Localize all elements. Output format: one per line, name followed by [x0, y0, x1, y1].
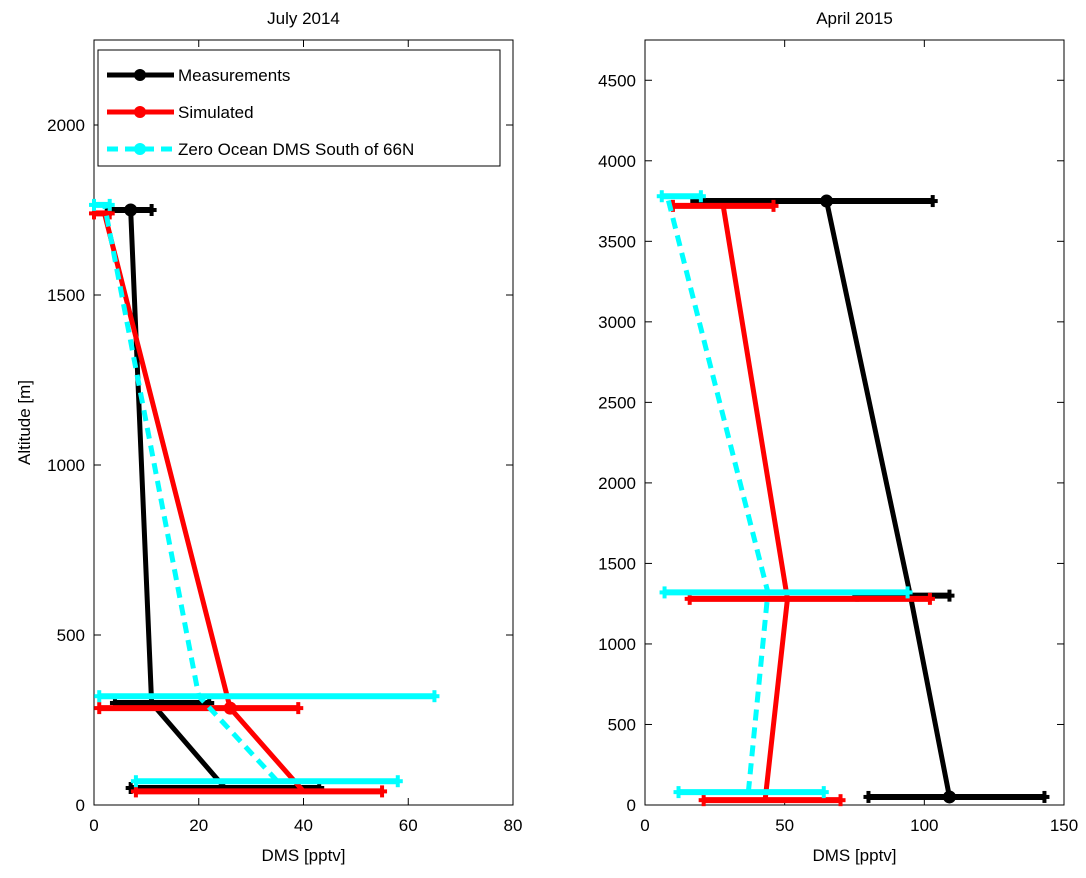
x-tick-label: 60: [399, 816, 418, 835]
series-line: [102, 204, 280, 783]
chart-panel-2: 0 50 100 1500500100015002000250030003500400…: [598, 9, 1078, 865]
y-tick-label: 3500: [598, 232, 636, 251]
chart-title: July 2014: [267, 9, 340, 28]
data-point: [223, 701, 237, 715]
x-tick-label: 40: [294, 816, 313, 835]
series-line: [664, 195, 771, 793]
x-tick-label: 50: [775, 816, 794, 835]
legend-swatch-marker: [134, 143, 146, 155]
chart-title: April 2015: [816, 9, 893, 28]
data-point: [942, 790, 956, 804]
series-line: [128, 209, 227, 790]
data-point: [820, 194, 834, 208]
x-tick-label: 0: [89, 816, 98, 835]
plot-area-frame: [644, 39, 1065, 806]
x-tick-label: 80: [504, 816, 523, 835]
chart-panel-1: 0 20 40 60 80 0 500 1000 1500 2000 July 2014 DMS [p…: [15, 9, 522, 865]
y-tick-label: 1500: [47, 286, 85, 305]
legend-label: Measurements: [178, 66, 290, 85]
x-tick-label: 150: [1050, 816, 1078, 835]
y-tick-label: 4500: [598, 71, 636, 90]
legend-label: Simulated: [178, 103, 254, 122]
series-line: [720, 205, 790, 801]
legend-swatch-marker: [134, 69, 146, 81]
y-tick-label: 0: [627, 796, 636, 815]
y-tick-label: 0: [76, 796, 85, 815]
y-tick-label: 2500: [598, 393, 636, 412]
x-tick-label: 100: [910, 816, 938, 835]
plot-area-frame: [93, 39, 514, 806]
y-axis-label: Altitude [m]: [15, 380, 34, 465]
series-line: [824, 200, 952, 798]
series-1: [690, 194, 1050, 804]
y-tick-label: 2000: [598, 474, 636, 493]
y-tick-label: 2000: [47, 116, 85, 135]
x-tick-label: 0: [640, 816, 649, 835]
y-tick-label: 500: [608, 715, 636, 734]
y-tick-label: 1000: [47, 456, 85, 475]
data-point: [124, 203, 138, 217]
x-axis-label: DMS [pptv]: [261, 846, 345, 865]
x-axis-label: DMS [pptv]: [812, 846, 896, 865]
series-2: [89, 207, 388, 798]
y-tick-label: 1500: [598, 554, 636, 573]
legend-swatch-marker: [134, 106, 146, 118]
y-tick-label: 1000: [598, 635, 636, 654]
series-2: [667, 199, 935, 807]
series-3: [656, 190, 913, 799]
y-tick-label: 3000: [598, 313, 636, 332]
series-3: [89, 198, 440, 788]
legend-label: Zero Ocean DMS South of 66N: [178, 140, 414, 159]
x-tick-label: 20: [189, 816, 208, 835]
y-tick-label: 500: [57, 626, 85, 645]
legend: Measurements Simulated Zero Ocean DMS Sout…: [97, 49, 501, 167]
y-tick-label: 4000: [598, 152, 636, 171]
